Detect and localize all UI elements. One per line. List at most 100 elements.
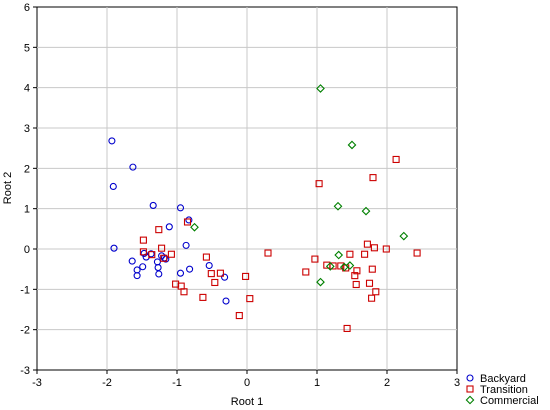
backyard-point (139, 263, 147, 271)
transition-point (315, 180, 323, 188)
y-tick-label: -2 (20, 325, 30, 337)
y-tick-label: 0 (24, 244, 30, 256)
y-tick-label: 6 (24, 2, 30, 14)
transition-point (246, 295, 254, 303)
backyard-point (129, 163, 137, 171)
transition-point (139, 236, 147, 244)
backyard-point (176, 269, 185, 277)
legend-label-transition: Transition (480, 384, 528, 396)
x-tick-label: 0 (244, 377, 250, 389)
commercial-point (333, 201, 343, 211)
backyard-point (110, 244, 118, 252)
commercial-point (334, 250, 344, 260)
transition-point (167, 250, 175, 258)
transition-point (311, 255, 319, 263)
transition-point (139, 248, 147, 256)
y-tick-label: 1 (24, 204, 30, 216)
transition-point (264, 249, 272, 257)
transition-point (382, 245, 390, 253)
transition-point (369, 174, 377, 182)
transition-point (392, 155, 400, 164)
backyard-point (185, 216, 193, 224)
commercial-point (347, 140, 357, 150)
legend-label-backyard: Backyard (480, 373, 526, 385)
commercial-point (190, 222, 199, 232)
y-tick-label: 3 (24, 123, 30, 135)
transition-point (351, 272, 359, 280)
backyard-point (205, 261, 213, 270)
backyard-point (162, 255, 170, 263)
transition-point (160, 254, 168, 262)
transition-point (343, 324, 351, 333)
transition-point (352, 280, 360, 289)
commercial-point (316, 277, 325, 287)
transition-point (361, 250, 369, 258)
commercial-point (361, 206, 371, 216)
backyard-point (222, 297, 230, 305)
backyard-point (128, 257, 136, 265)
backyard-point (133, 272, 141, 280)
commercial-point (399, 231, 409, 241)
y-tick-label: 2 (24, 163, 30, 175)
transition-point (148, 251, 156, 259)
backyard-point (155, 270, 163, 278)
backyard-point (221, 273, 229, 281)
legend-label-commercial: Commercial (480, 395, 539, 407)
backyard-point (186, 265, 194, 273)
data-points (108, 84, 421, 333)
legend-marker-commercial (465, 395, 475, 405)
transition-point (180, 288, 188, 296)
transition-point (372, 288, 380, 296)
backyard-point (149, 201, 157, 209)
y-axis-ticks: -3 -2 -1 0 1 2 3 4 5 6 (20, 2, 37, 377)
backyard-point (176, 204, 185, 212)
transition-point (216, 269, 224, 277)
commercial-point (316, 84, 325, 93)
transition-point (202, 253, 210, 261)
legend-marker-transition (466, 385, 474, 393)
x-tick-label: -3 (32, 377, 42, 389)
transition-point (235, 311, 243, 320)
x-axis-ticks: -3 -2 -1 0 1 2 3 (32, 370, 460, 389)
transition-point (155, 226, 163, 234)
backyard-point (140, 249, 148, 257)
transition-point (346, 250, 354, 258)
transition-point (207, 270, 215, 278)
transition-point (368, 265, 376, 273)
x-tick-label: -2 (102, 377, 112, 389)
x-axis-label: Root 1 (231, 396, 263, 408)
commercial-point (325, 261, 335, 271)
transition-point (413, 249, 421, 257)
transition-point (211, 278, 219, 287)
transition-point (370, 244, 378, 252)
backyard-point (109, 182, 117, 191)
transition-point (302, 268, 310, 276)
backyard-point (182, 241, 190, 249)
y-axis-label: Root 2 (2, 172, 14, 204)
transition-point (158, 244, 166, 252)
y-tick-label: 5 (24, 42, 30, 54)
x-tick-label: 1 (314, 377, 320, 389)
x-tick-label: -1 (172, 377, 182, 389)
backyard-point (147, 250, 155, 258)
backyard-point (108, 137, 116, 145)
transition-point (365, 279, 374, 287)
x-tick-label: 2 (384, 377, 390, 389)
gridlines (37, 7, 457, 370)
transition-point (199, 293, 207, 301)
x-tick-label: 3 (454, 377, 460, 389)
commercial-point (345, 261, 355, 270)
y-tick-label: 4 (24, 83, 30, 95)
y-tick-label: -3 (20, 365, 30, 377)
transition-point (337, 262, 345, 270)
legend-marker-backyard (466, 374, 474, 382)
transition-point (329, 262, 337, 270)
backyard-point (165, 223, 173, 231)
transition-point (368, 294, 376, 302)
y-tick-label: -1 (20, 284, 30, 296)
transition-point (242, 272, 250, 280)
transition-point (363, 240, 371, 248)
transition-point (353, 267, 361, 275)
